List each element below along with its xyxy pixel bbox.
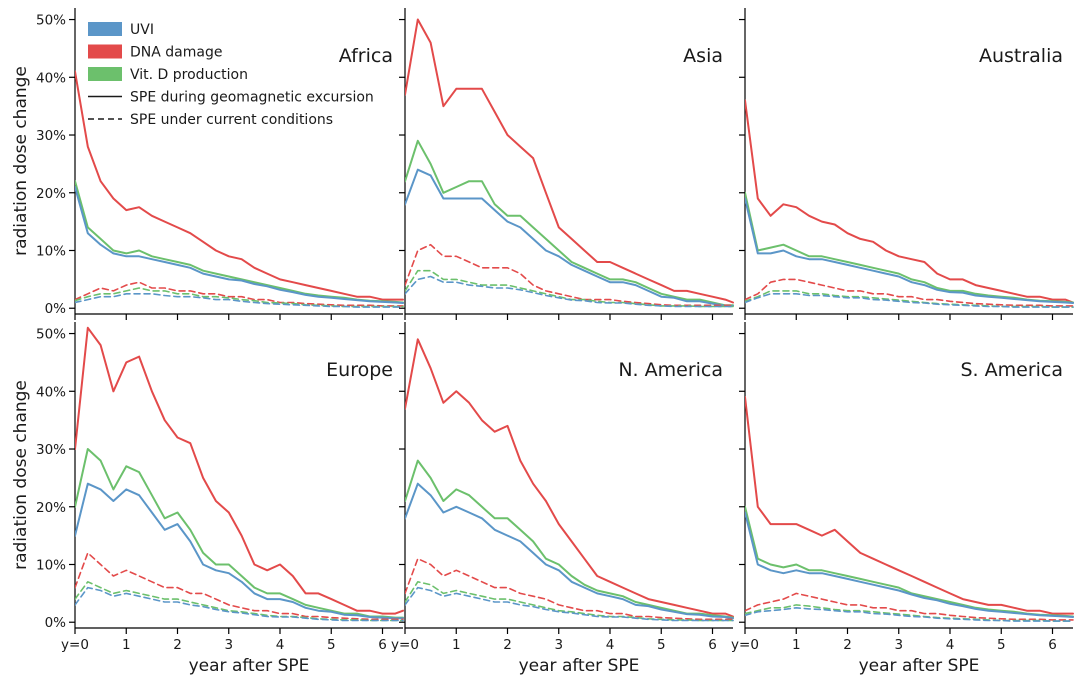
- series-uvi-solid: [75, 186, 404, 304]
- x-tick-label: 2: [843, 637, 852, 653]
- y-tick-label: 40%: [36, 70, 66, 86]
- x-tick-label: 3: [224, 637, 233, 653]
- y-tick-label: 10%: [36, 243, 66, 259]
- series-uvi-solid: [405, 168, 734, 307]
- x-tick-label: 1: [452, 637, 461, 653]
- legend-label: SPE under current conditions: [130, 112, 333, 128]
- panel-asia-title: Asia: [683, 45, 723, 67]
- y-tick-label: 40%: [36, 384, 66, 400]
- y-axis-label: radiation dose change: [11, 66, 31, 256]
- y-axis-label: radiation dose change: [11, 380, 31, 570]
- panel-europe-title: Europe: [326, 359, 393, 381]
- x-tick-label: 2: [173, 637, 182, 653]
- y-tick-label: 0%: [45, 615, 67, 631]
- x-tick-label: 1: [792, 637, 801, 653]
- y-tick-label: 30%: [36, 442, 66, 458]
- series-vit-d-production-dashed: [745, 604, 1074, 622]
- x-tick-label: 4: [276, 637, 285, 653]
- legend-swatch-dna-damage: [88, 44, 122, 59]
- x-tick-label: 5: [327, 637, 336, 653]
- series-uvi-dashed: [75, 292, 404, 308]
- panel-australia-title: Australia: [979, 45, 1063, 67]
- panel-australia: Australia: [739, 8, 1074, 320]
- x-tick-label: 5: [657, 637, 666, 653]
- x-tick-label: 3: [554, 637, 563, 653]
- y-tick-label: 0%: [45, 301, 67, 317]
- panel-asia: Asia: [399, 8, 734, 320]
- panel-africa-title: Africa: [339, 45, 393, 67]
- series-vit-d-production-solid: [405, 139, 734, 307]
- x-axis-label: year after SPE: [519, 656, 640, 676]
- legend-label: SPE during geomagnetic excursion: [130, 90, 374, 106]
- series-uvi-solid: [75, 482, 404, 620]
- legend-label: UVI: [130, 22, 154, 38]
- x-tick-label: 6: [708, 637, 717, 653]
- series-dna-damage-dashed: [745, 592, 1074, 621]
- legend: UVI DNA damage Vit. D production SPE during…: [88, 22, 374, 128]
- series-uvi-dashed: [75, 586, 404, 622]
- x-tick-label: 1: [122, 637, 131, 653]
- series-dna-damage-solid: [405, 338, 734, 618]
- legend-label: DNA damage: [130, 45, 222, 61]
- panel-n-america-title: N. America: [618, 359, 723, 381]
- panel-s-america-title: S. America: [960, 359, 1063, 381]
- y-tick-label: 10%: [36, 557, 66, 573]
- series-dna-damage-solid: [745, 396, 1074, 615]
- series-vit-d-production-solid: [75, 180, 404, 304]
- series-dna-damage-dashed: [405, 243, 734, 307]
- series-uvi-dashed: [405, 586, 734, 622]
- x-tick-label: 2: [503, 637, 512, 653]
- x-axis-label: year after SPE: [859, 656, 980, 676]
- series-uvi-dashed: [745, 292, 1074, 308]
- x-tick-label: y=0: [731, 637, 759, 653]
- x-tick-label: 5: [997, 637, 1006, 653]
- series-vit-d-production-solid: [745, 191, 1074, 304]
- x-axis-label: year after SPE: [189, 656, 310, 676]
- y-tick-label: 30%: [36, 128, 66, 144]
- y-tick-label: 20%: [36, 500, 66, 516]
- panel-africa: 0% 10% 20% 30% 40% 50% Africa radiation dose ch…: [11, 8, 404, 320]
- series-dna-damage-solid: [405, 18, 734, 304]
- panel-europe: 0% 10% 20% 30% 40% 50% y=0 1 2 3 4 5 6 Europe year aft…: [11, 322, 404, 676]
- x-tick-label: 3: [894, 637, 903, 653]
- series-dna-damage-solid: [75, 326, 404, 615]
- series-uvi-solid: [745, 197, 1074, 304]
- y-tick-label: 50%: [36, 327, 66, 343]
- y-tick-label: 50%: [36, 13, 66, 29]
- series-dna-damage-dashed: [75, 281, 404, 307]
- series-uvi-dashed: [405, 275, 734, 308]
- series-vit-d-production-dashed: [75, 287, 404, 308]
- panel-n-america: y=0 1 2 3 4 5 6 N. America year after SPE: [391, 322, 734, 676]
- panel-s-america: y=0 1 2 3 4 5 6 S. America year after SPE: [731, 322, 1074, 676]
- legend-swatch-uvi: [88, 22, 122, 36]
- series-vit-d-production-solid: [75, 448, 404, 619]
- legend-swatch-vit-d-production: [88, 67, 122, 81]
- x-tick-label: y=0: [61, 637, 89, 653]
- legend-label: Vit. D production: [130, 67, 248, 83]
- y-tick-label: 20%: [36, 186, 66, 202]
- series-uvi-solid: [405, 482, 734, 620]
- series-uvi-dashed: [745, 606, 1074, 622]
- series-dna-damage-dashed: [745, 278, 1074, 307]
- series-uvi-solid: [745, 511, 1074, 618]
- series-dna-damage-solid: [75, 70, 404, 301]
- series-dna-damage-solid: [745, 99, 1074, 304]
- x-tick-label: 6: [1048, 637, 1057, 653]
- x-tick-label: y=0: [391, 637, 419, 653]
- series-dna-damage-dashed: [405, 557, 734, 621]
- x-tick-label: 4: [606, 637, 615, 653]
- x-tick-label: 4: [946, 637, 955, 653]
- x-tick-label: 6: [378, 637, 387, 653]
- series-vit-d-production-dashed: [405, 580, 734, 622]
- series-dna-damage-dashed: [75, 552, 404, 621]
